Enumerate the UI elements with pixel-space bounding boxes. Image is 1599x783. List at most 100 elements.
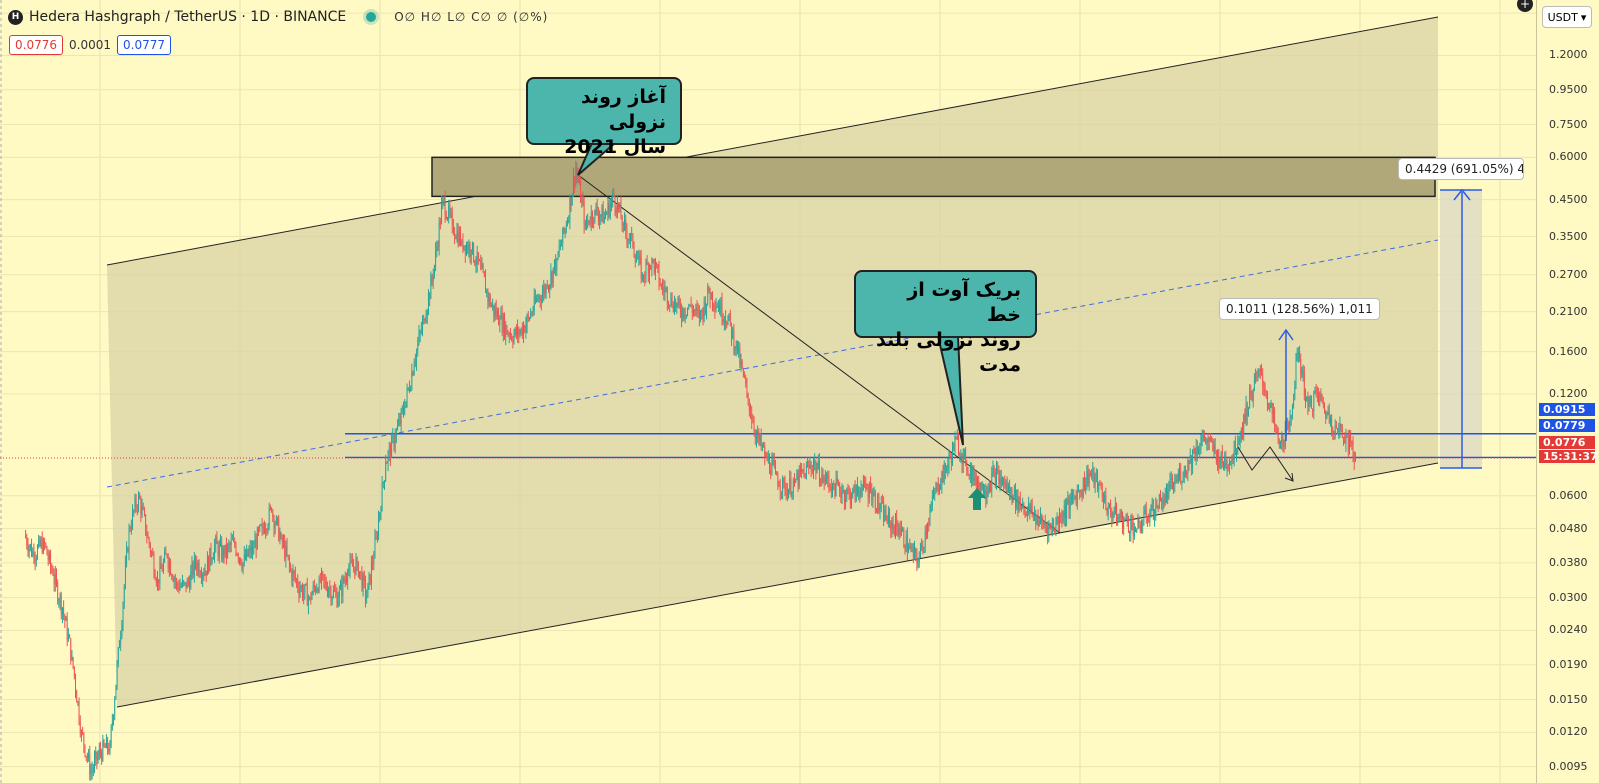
candle-body — [738, 347, 740, 352]
candle-body — [1158, 494, 1160, 509]
candle-body — [551, 271, 553, 283]
candle-body — [268, 507, 270, 526]
candle-body — [250, 546, 252, 554]
candle-body — [409, 387, 410, 391]
candle-body — [357, 562, 359, 577]
candle-body — [229, 544, 231, 546]
candle-body — [675, 301, 677, 309]
candle-body — [573, 176, 574, 194]
candle-body — [78, 701, 80, 722]
candle-body — [1270, 403, 1272, 407]
candle-body — [202, 574, 204, 579]
candle-body — [1177, 473, 1179, 481]
candle-body — [549, 285, 551, 290]
candle-body — [403, 408, 404, 414]
chart-area[interactable]: H Hedera Hashgraph / TetherUS · 1D · BIN… — [0, 0, 1536, 783]
candle-body — [73, 666, 75, 677]
candle-body — [826, 473, 827, 479]
currency-selector[interactable]: USDT ▾ — [1542, 6, 1592, 28]
candle-body — [830, 486, 832, 493]
candle-body — [122, 603, 124, 625]
candle-body — [1174, 481, 1176, 486]
candle-body — [1116, 505, 1117, 523]
candle-body — [163, 561, 164, 572]
candle-body — [814, 461, 816, 463]
candle-body — [632, 233, 634, 246]
candle-body — [1007, 485, 1009, 493]
candle-body — [1044, 522, 1046, 527]
candle-body — [1206, 440, 1208, 444]
candle-body — [904, 545, 906, 552]
price-tick-label: 0.2100 — [1549, 304, 1588, 318]
callout-breakout[interactable]: بریک آوت از خط روند نزولی بلند مدت — [854, 270, 1037, 376]
candle-body — [488, 296, 490, 301]
candle-body — [915, 548, 917, 554]
measure-label-large[interactable]: 0.4429 (691.05%) 4,4 — [1398, 158, 1524, 180]
market-status-icon — [366, 12, 377, 22]
candle-body — [375, 537, 377, 539]
candle-body — [227, 544, 229, 556]
callout-downtrend-start[interactable]: آغاز روند نزولی سال 2021 — [526, 77, 682, 158]
candle-body — [154, 574, 156, 580]
candle-body — [159, 563, 161, 584]
candle-body — [1346, 436, 1348, 438]
candle-body — [832, 483, 833, 493]
candle-body — [207, 556, 208, 576]
candle-body — [1318, 393, 1319, 403]
candle-body — [1041, 515, 1043, 523]
candle-body — [246, 549, 248, 560]
symbol-title[interactable]: Hedera Hashgraph / TetherUS · 1D · BINAN… — [29, 9, 347, 25]
candle-body — [725, 318, 726, 323]
candle-body — [450, 212, 452, 214]
candle-body — [871, 490, 873, 502]
candle-body — [693, 310, 694, 313]
candle-body — [1213, 445, 1215, 450]
candle-body — [85, 755, 87, 757]
candle-body — [980, 482, 982, 491]
candle-body — [1114, 505, 1116, 514]
candle-body — [103, 740, 105, 746]
candle-body — [384, 480, 385, 483]
candle-body — [209, 547, 211, 572]
candle-body — [239, 558, 240, 560]
candle-body — [77, 701, 79, 703]
candle-body — [864, 479, 866, 483]
candle-body — [991, 472, 993, 490]
candle-body — [953, 443, 955, 452]
candle-body — [1248, 407, 1249, 417]
candle-body — [495, 308, 497, 317]
candle-body — [52, 571, 54, 575]
measure-label-small[interactable]: 0.1011 (128.56%) 1,011 — [1219, 298, 1380, 320]
candle-body — [597, 213, 599, 221]
candle-body — [928, 522, 930, 524]
candle-body — [1076, 491, 1078, 505]
candle-body — [422, 320, 423, 331]
candle-body — [435, 250, 437, 266]
candle-body — [234, 541, 236, 545]
candle-body — [1128, 522, 1129, 532]
candle-body — [849, 491, 851, 505]
candle-body — [447, 217, 448, 219]
candle-body — [1118, 516, 1120, 518]
candle-body — [622, 224, 624, 226]
candle-body — [172, 577, 174, 582]
candle-body — [395, 429, 397, 437]
candle-body — [665, 288, 667, 290]
candle-body — [805, 465, 807, 479]
plus-circle-icon[interactable]: + — [1517, 0, 1533, 12]
candle-body — [532, 310, 534, 314]
candle-body — [1154, 514, 1155, 519]
candle-body — [431, 277, 433, 281]
candle-body — [848, 490, 850, 492]
candle-body — [1189, 455, 1191, 464]
candle-body — [729, 313, 731, 323]
candle-body — [135, 498, 137, 508]
candle-body — [1061, 516, 1063, 522]
price-chart[interactable] — [0, 0, 1536, 783]
price-scale[interactable]: 1.60001.20000.95000.75000.60000.45000.35… — [1536, 0, 1599, 783]
candle-body — [430, 277, 432, 300]
sell-price-button[interactable]: 0.0776 — [9, 35, 63, 55]
price-tick-label: 0.0600 — [1549, 488, 1588, 502]
candle-body — [147, 535, 149, 539]
buy-price-button[interactable]: 0.0777 — [117, 35, 171, 55]
